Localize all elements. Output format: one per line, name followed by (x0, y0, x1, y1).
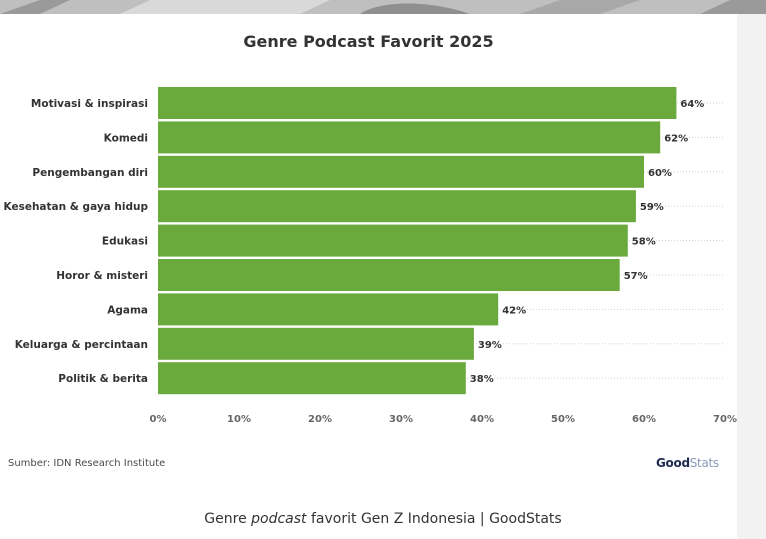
data-label: 58% (632, 237, 656, 248)
source-note: Sumber: IDN Research Institute (8, 458, 166, 469)
data-label: 59% (640, 202, 664, 213)
category-label: Edukasi (102, 236, 148, 248)
bar (158, 155, 644, 188)
x-tick-label: 0% (150, 414, 167, 425)
x-tick-label: 60% (632, 414, 656, 425)
x-tick-label: 70% (713, 414, 737, 425)
bar (158, 362, 466, 395)
x-tick-label: 40% (470, 414, 494, 425)
category-label: Komedi (104, 132, 148, 144)
caption-emphasis: podcast (251, 511, 307, 527)
image-caption: Genre podcast favorit Gen Z Indonesia | … (0, 511, 766, 527)
category-label: Pengembangan diri (32, 167, 148, 179)
category-label: Motivasi & inspirasi (31, 98, 148, 110)
bar (158, 190, 636, 223)
x-tick-label: 20% (308, 414, 332, 425)
category-label: Keluarga & percintaan (15, 339, 148, 351)
data-label: 62% (664, 133, 688, 144)
x-tick-label: 30% (389, 414, 413, 425)
decorative-header-artwork (0, 0, 766, 14)
bar (158, 327, 474, 360)
data-label: 57% (624, 271, 648, 282)
x-tick-label: 50% (551, 414, 575, 425)
data-label: 38% (470, 374, 494, 385)
caption-suffix: favorit Gen Z Indonesia | GoodStats (306, 511, 562, 527)
bar (158, 259, 620, 291)
category-label: Kesehatan & gaya hidup (4, 201, 149, 213)
category-label: Politik & berita (58, 373, 148, 385)
caption-prefix: Genre (204, 511, 252, 527)
bar-chart: Motivasi & inspirasi 64% Komedi 62% Pengemba… (4, 87, 737, 425)
category-label: Horor & misteri (56, 270, 148, 282)
bar (158, 87, 677, 119)
chart-title: Genre Podcast Favorit 2025 (243, 32, 494, 51)
data-label: 42% (502, 305, 526, 316)
bar (158, 121, 661, 154)
data-label: 60% (648, 168, 672, 179)
category-label: Agama (107, 304, 148, 316)
page-side-strip (737, 14, 766, 539)
data-label: 39% (478, 340, 502, 351)
goodstats-logo: GoodStats (656, 456, 719, 470)
data-label: 64% (680, 99, 704, 110)
bar (158, 293, 499, 326)
x-tick-label: 10% (227, 414, 251, 425)
bar (158, 224, 628, 257)
